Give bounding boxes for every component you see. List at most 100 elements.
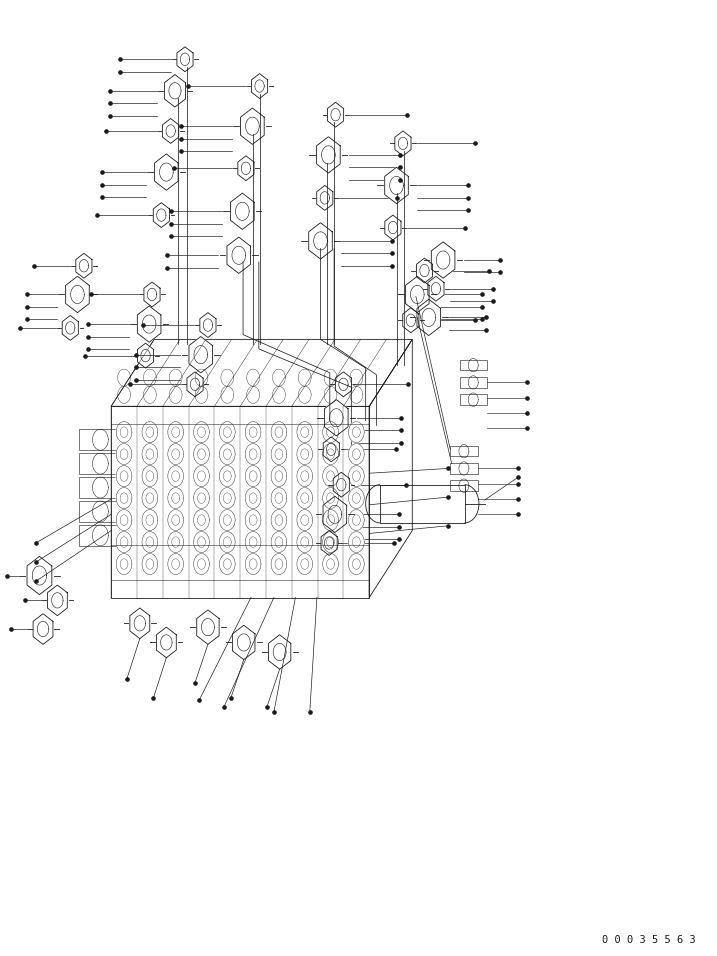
Bar: [450, 463, 478, 473]
Polygon shape: [62, 315, 78, 340]
Polygon shape: [27, 556, 52, 595]
Polygon shape: [76, 253, 92, 278]
Polygon shape: [245, 466, 261, 487]
Polygon shape: [177, 47, 193, 72]
Polygon shape: [309, 223, 332, 259]
Polygon shape: [348, 510, 364, 531]
Polygon shape: [321, 531, 337, 555]
Polygon shape: [385, 167, 408, 204]
Polygon shape: [245, 510, 261, 531]
Bar: [450, 445, 478, 457]
Polygon shape: [417, 299, 440, 336]
Polygon shape: [348, 444, 364, 465]
Bar: [460, 395, 487, 405]
Polygon shape: [219, 466, 235, 487]
Polygon shape: [153, 203, 169, 228]
Polygon shape: [428, 276, 444, 301]
Polygon shape: [116, 532, 132, 553]
Polygon shape: [245, 554, 261, 575]
Polygon shape: [252, 74, 267, 98]
Polygon shape: [164, 75, 186, 107]
Polygon shape: [395, 131, 411, 156]
Polygon shape: [168, 510, 184, 531]
Polygon shape: [219, 422, 235, 443]
Polygon shape: [348, 422, 364, 443]
Bar: [79, 525, 122, 546]
Polygon shape: [138, 343, 153, 368]
Polygon shape: [238, 156, 254, 181]
Polygon shape: [138, 306, 161, 342]
Polygon shape: [232, 625, 255, 660]
Polygon shape: [245, 444, 261, 465]
Polygon shape: [241, 108, 264, 144]
Polygon shape: [323, 510, 338, 531]
Polygon shape: [142, 554, 158, 575]
Polygon shape: [348, 488, 364, 509]
Polygon shape: [142, 466, 158, 487]
Polygon shape: [336, 372, 351, 397]
Polygon shape: [271, 444, 287, 465]
Polygon shape: [219, 532, 235, 553]
Polygon shape: [200, 313, 216, 337]
Bar: [79, 501, 122, 522]
Polygon shape: [163, 119, 179, 143]
Polygon shape: [323, 444, 338, 465]
Polygon shape: [168, 466, 184, 487]
Polygon shape: [297, 532, 313, 553]
Bar: [380, 485, 465, 523]
Polygon shape: [116, 554, 132, 575]
Polygon shape: [417, 258, 432, 283]
Polygon shape: [403, 308, 419, 333]
Polygon shape: [333, 472, 349, 497]
Polygon shape: [268, 635, 291, 669]
Polygon shape: [348, 466, 364, 487]
Bar: [450, 480, 478, 491]
Polygon shape: [156, 627, 176, 658]
Polygon shape: [168, 488, 184, 509]
Polygon shape: [297, 488, 313, 509]
Polygon shape: [297, 510, 313, 531]
Polygon shape: [271, 532, 287, 553]
Polygon shape: [323, 437, 339, 462]
Polygon shape: [348, 554, 364, 575]
Polygon shape: [325, 400, 348, 436]
Polygon shape: [271, 554, 287, 575]
Polygon shape: [116, 422, 132, 443]
Polygon shape: [194, 554, 209, 575]
Polygon shape: [130, 608, 150, 639]
Polygon shape: [142, 532, 158, 553]
Polygon shape: [297, 466, 313, 487]
Polygon shape: [194, 422, 209, 443]
Polygon shape: [47, 585, 67, 616]
Polygon shape: [323, 496, 346, 532]
Polygon shape: [271, 488, 287, 509]
Polygon shape: [348, 532, 364, 553]
Polygon shape: [297, 422, 313, 443]
Polygon shape: [142, 510, 158, 531]
Polygon shape: [142, 488, 158, 509]
Polygon shape: [323, 554, 338, 575]
Polygon shape: [219, 444, 235, 465]
Polygon shape: [245, 488, 261, 509]
Polygon shape: [317, 137, 340, 173]
Polygon shape: [219, 488, 235, 509]
Polygon shape: [219, 554, 235, 575]
Polygon shape: [245, 422, 261, 443]
Polygon shape: [194, 532, 209, 553]
Polygon shape: [116, 444, 132, 465]
Polygon shape: [33, 614, 53, 644]
Polygon shape: [297, 444, 313, 465]
Polygon shape: [323, 532, 338, 553]
Polygon shape: [144, 282, 160, 307]
Polygon shape: [227, 237, 250, 273]
Polygon shape: [189, 337, 212, 373]
Polygon shape: [317, 185, 333, 210]
Polygon shape: [116, 466, 132, 487]
Polygon shape: [194, 444, 209, 465]
Polygon shape: [187, 372, 203, 397]
Polygon shape: [271, 422, 287, 443]
Polygon shape: [323, 466, 338, 487]
Polygon shape: [271, 510, 287, 531]
Polygon shape: [194, 488, 209, 509]
Polygon shape: [116, 488, 132, 509]
